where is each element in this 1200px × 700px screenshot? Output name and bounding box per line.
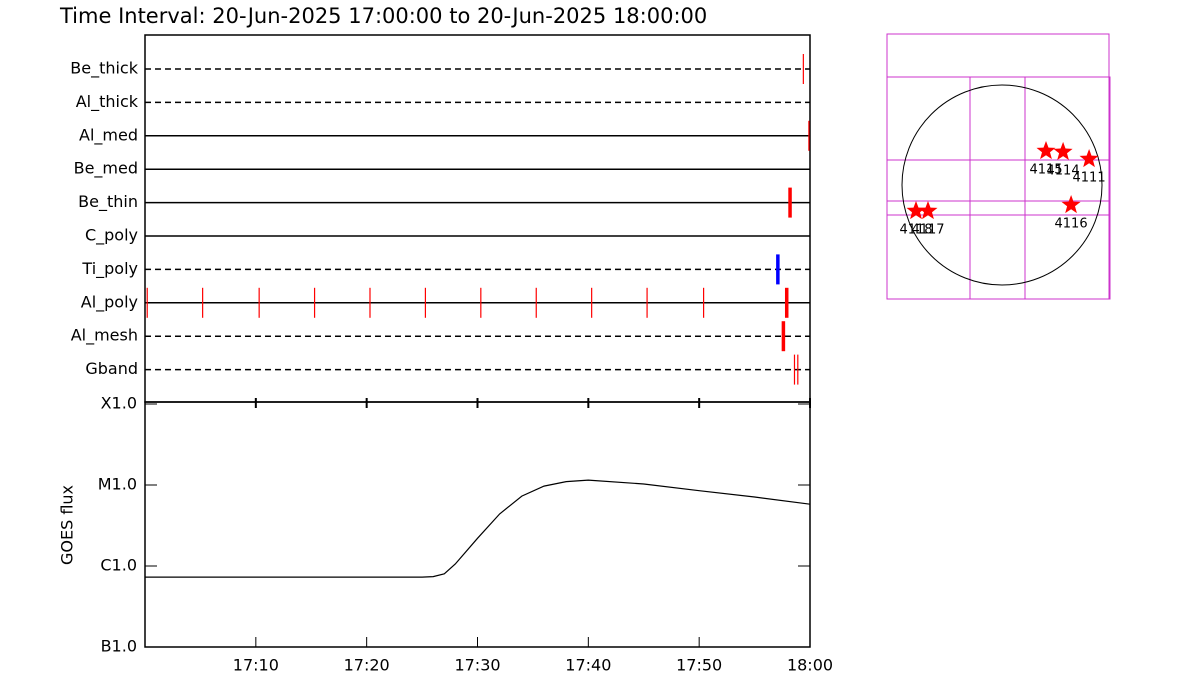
- region-star: [1061, 195, 1081, 214]
- filter-label: Al_poly: [81, 292, 138, 312]
- filter-label: C_poly: [85, 226, 138, 246]
- y-tick-label: B1.0: [101, 637, 137, 656]
- region-label: 4115: [1029, 163, 1062, 178]
- title: Time Interval: 20-Jun-2025 17:00:00 to 2…: [59, 4, 707, 28]
- map-frame: [886, 76, 1111, 300]
- region-star: [1053, 141, 1073, 160]
- y-tick-label: X1.0: [101, 394, 137, 413]
- solar-disk: [901, 84, 1103, 286]
- filter-label: Ti_poly: [81, 259, 138, 279]
- timeline-frame: [144, 34, 811, 403]
- filter-label: Be_med: [74, 159, 138, 179]
- x-tick-label: 17:50: [676, 656, 722, 675]
- filter-label: Be_thick: [70, 59, 138, 79]
- filter-label: Al_thick: [76, 92, 139, 112]
- y-axis-label: GOES flux: [58, 485, 77, 565]
- x-tick-label: 17:30: [454, 656, 500, 675]
- filter-label: Gband: [85, 359, 138, 378]
- region-star: [906, 201, 926, 220]
- region-star: [918, 201, 938, 220]
- x-tick-label: 17:20: [344, 656, 390, 675]
- region-label: 4114: [1047, 163, 1080, 178]
- y-tick-label: C1.0: [100, 556, 137, 575]
- filter-label: Al_med: [79, 125, 138, 145]
- region-label: 4117: [911, 223, 944, 238]
- x-tick-label: 17:10: [233, 656, 279, 675]
- region-label: 4118: [899, 223, 932, 238]
- region-star: [1079, 149, 1099, 168]
- goes-curve: [145, 479, 811, 578]
- goes-frame: [144, 401, 811, 648]
- sun-map: [886, 33, 1111, 300]
- filter-label: Al_mesh: [71, 326, 138, 346]
- filter-label: Be_thin: [78, 192, 138, 212]
- region-label: 4116: [1055, 217, 1088, 232]
- y-tick-label: M1.0: [98, 475, 137, 494]
- x-tick-label: 17:40: [565, 656, 611, 675]
- x-tick-label: 18:00: [787, 656, 833, 675]
- region-star: [1036, 141, 1056, 160]
- region-label: 4111: [1073, 171, 1106, 186]
